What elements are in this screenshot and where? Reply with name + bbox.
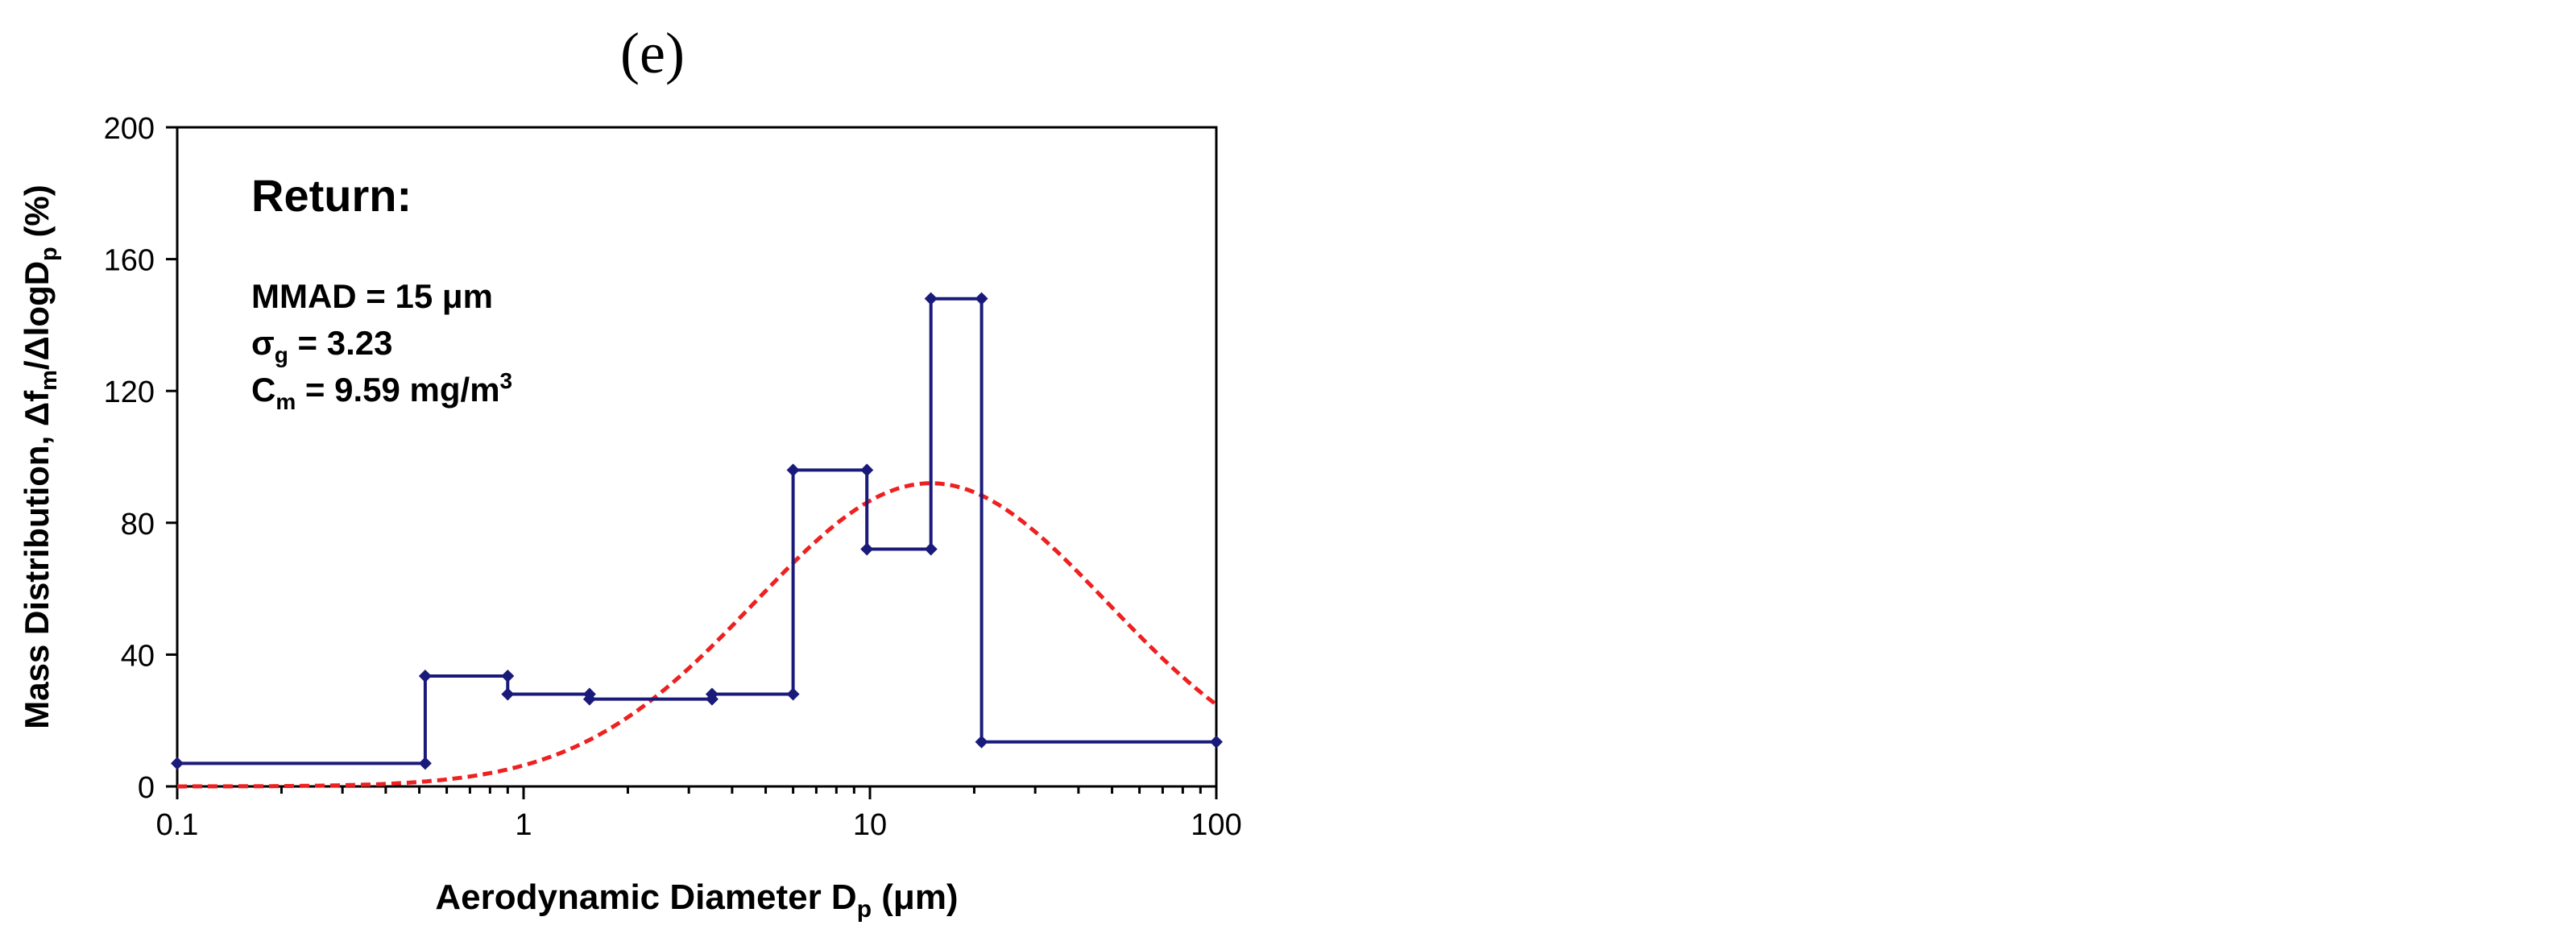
data-point-marker bbox=[418, 757, 432, 770]
x-tick-label: 1 bbox=[515, 808, 532, 842]
x-axis: 0.1 1 10 100 bbox=[156, 786, 1242, 842]
panel-label: (e) bbox=[620, 21, 685, 85]
data-point-marker bbox=[786, 687, 800, 701]
fit-curve bbox=[177, 481, 1218, 789]
data-point-marker bbox=[501, 669, 515, 682]
y-tick-label: 0 bbox=[138, 771, 155, 805]
data-point-marker bbox=[171, 757, 184, 770]
data-point-marker bbox=[418, 669, 432, 682]
y-axis-label: Mass Distribution, Δfm/ΔlogDp (%) bbox=[18, 185, 62, 729]
y-tick-label: 80 bbox=[121, 508, 155, 541]
fit-layer bbox=[177, 481, 1218, 789]
y-tick-label: 160 bbox=[104, 244, 155, 278]
data-point-marker bbox=[860, 463, 874, 477]
data-point-marker bbox=[582, 692, 596, 706]
data-point-marker bbox=[975, 735, 988, 749]
x-tick-label: 0.1 bbox=[156, 808, 199, 842]
y-tick-label: 40 bbox=[121, 639, 155, 673]
annotation-concentration: Cm = 9.59 mg/m3 bbox=[251, 368, 512, 414]
data-point-marker bbox=[501, 687, 515, 701]
x-tick-label: 100 bbox=[1191, 808, 1241, 842]
step-layer bbox=[171, 292, 1223, 770]
data-point-marker bbox=[860, 542, 874, 556]
data-point-marker bbox=[1210, 735, 1223, 749]
annotation-mmad: MMAD = 15 μm bbox=[251, 277, 493, 315]
x-axis-label: Aerodynamic Diameter Dp (μm) bbox=[435, 877, 958, 923]
y-tick-label: 120 bbox=[104, 375, 155, 409]
data-point-marker bbox=[705, 687, 719, 701]
plot-area bbox=[176, 126, 1218, 788]
annotation-heading: Return: bbox=[251, 170, 412, 221]
data-point-marker bbox=[924, 292, 938, 305]
y-tick-label: 200 bbox=[104, 112, 155, 146]
data-point-marker bbox=[975, 292, 988, 305]
y-axis: 0 40 80 120 160 200 bbox=[104, 112, 177, 805]
x-tick-label: 10 bbox=[853, 808, 887, 842]
annotation-sigma: σg = 3.23 bbox=[251, 324, 392, 367]
data-point-marker bbox=[924, 542, 938, 556]
step-series-line bbox=[177, 297, 1216, 765]
data-point-marker bbox=[786, 463, 800, 477]
